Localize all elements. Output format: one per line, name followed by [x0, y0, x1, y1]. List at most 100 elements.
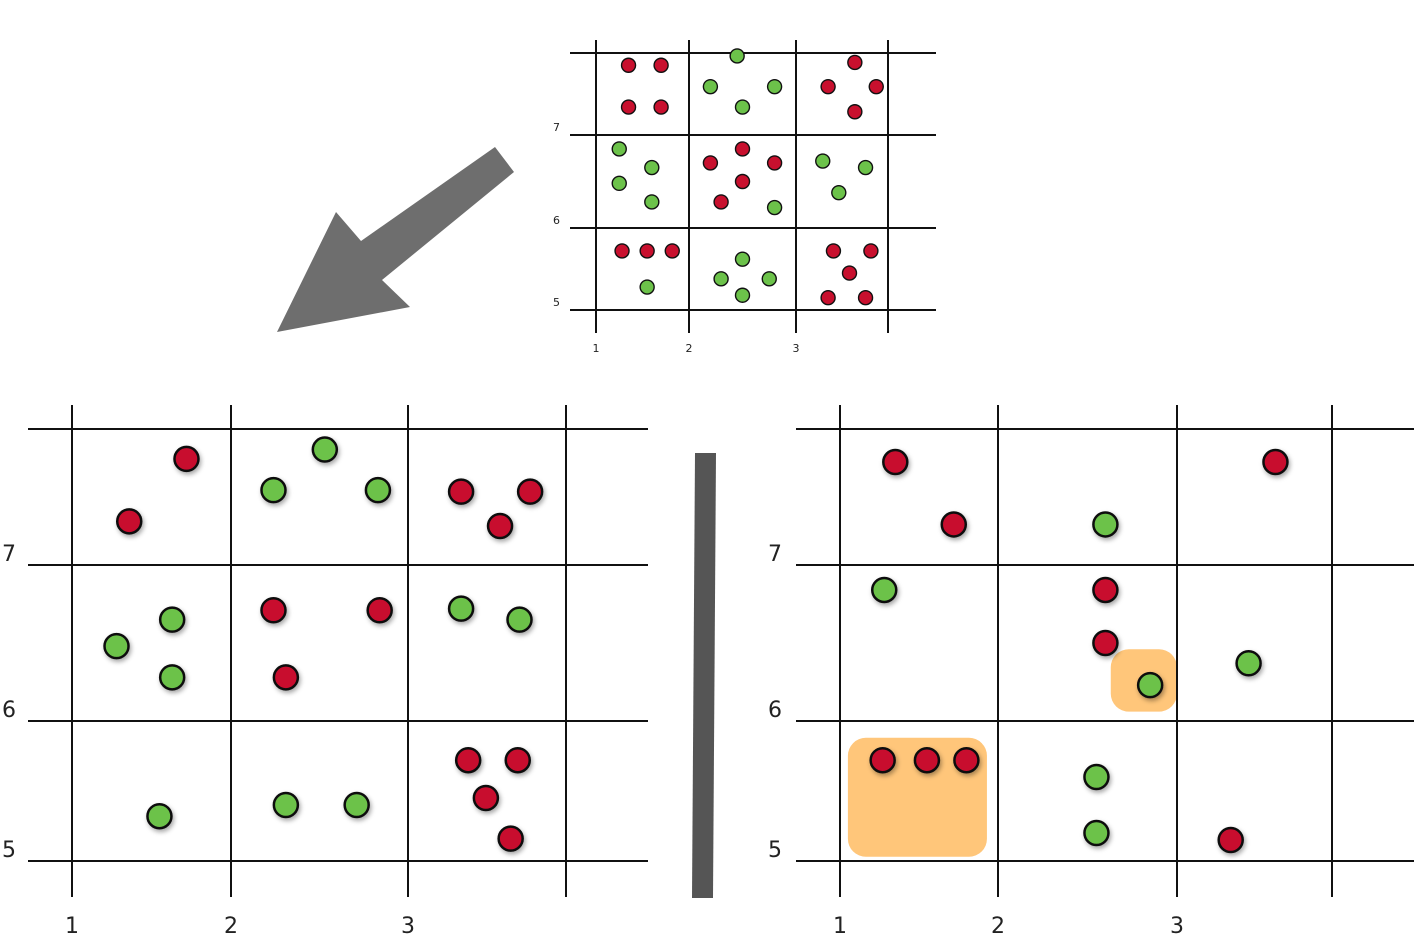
green-point: [1092, 511, 1119, 538]
x-tick-label: 3: [1170, 914, 1184, 939]
red-point: [940, 511, 968, 538]
red-point: [454, 746, 482, 774]
y-tick-label: 6: [2, 698, 16, 723]
green-point: [1235, 650, 1262, 677]
red-point: [868, 78, 884, 95]
red-point: [1217, 826, 1244, 854]
green-point: [447, 595, 475, 622]
x-tick-label: 1: [593, 342, 600, 355]
red-point: [863, 243, 879, 259]
red-point: [504, 746, 531, 774]
red-point: [825, 243, 842, 259]
green-point: [311, 436, 339, 463]
green-point: [734, 287, 751, 303]
red-point: [260, 596, 287, 624]
x-tick-label: 2: [224, 914, 238, 939]
green-point: [761, 271, 777, 287]
red-point: [734, 173, 751, 190]
red-point: [847, 104, 863, 120]
green-point: [870, 576, 898, 604]
green-point: [1083, 763, 1110, 791]
green-point: [103, 632, 130, 660]
red-point: [953, 746, 980, 774]
red-point: [486, 512, 514, 540]
red-point: [1092, 576, 1119, 604]
x-tick-label: 3: [793, 342, 800, 355]
red-point: [713, 194, 729, 210]
red-point: [857, 290, 874, 306]
green-point: [766, 78, 783, 95]
red-point: [913, 746, 941, 774]
red-point: [115, 508, 143, 535]
red-point: [841, 265, 858, 281]
x-tick-label: 1: [833, 914, 847, 939]
red-point: [366, 596, 393, 624]
red-point: [620, 57, 637, 73]
red-point: [447, 478, 475, 505]
red-point: [614, 243, 630, 259]
x-tick-label: 2: [991, 914, 1005, 939]
red-point: [173, 445, 200, 473]
red-point: [1262, 448, 1289, 476]
green-point: [766, 199, 783, 216]
y-tick-label: 5: [768, 838, 782, 863]
green-point: [831, 184, 847, 201]
green-point: [611, 141, 627, 157]
green-point: [272, 791, 300, 819]
y-tick-label: 5: [2, 838, 16, 863]
green-point: [364, 476, 392, 504]
panel-overview: 5 6 7 1 2 3: [553, 40, 936, 355]
red-point: [653, 99, 669, 115]
red-point: [766, 155, 783, 171]
green-point: [644, 194, 660, 210]
green-point: [729, 48, 745, 64]
red-point: [820, 290, 836, 306]
green-point: [702, 78, 719, 95]
green-point: [734, 251, 751, 267]
red-point: [1092, 629, 1119, 657]
green-point: [260, 476, 287, 504]
green-point: [158, 664, 186, 691]
y-tick-label: 6: [553, 214, 560, 227]
y-tick-label: 7: [2, 542, 16, 567]
red-point: [620, 99, 637, 115]
green-point: [639, 279, 655, 295]
green-point: [1083, 819, 1110, 847]
red-point: [653, 57, 669, 73]
panel-divider: [692, 453, 716, 898]
y-tick-label: 5: [553, 296, 560, 309]
green-point: [857, 159, 874, 176]
red-point: [882, 448, 909, 476]
red-point: [847, 54, 863, 71]
green-point: [611, 175, 627, 192]
panel-left: 5 6 7 1 2 3: [2, 405, 648, 939]
arrow-down-left-icon: [277, 147, 514, 332]
green-point: [158, 606, 186, 633]
green-point: [815, 153, 831, 169]
x-tick-label: 2: [686, 342, 693, 355]
y-tick-label: 7: [768, 542, 782, 567]
red-point: [702, 155, 719, 171]
green-point: [506, 606, 533, 633]
red-point: [472, 784, 500, 812]
green-point: [146, 802, 173, 830]
red-point: [820, 78, 836, 95]
red-point: [639, 243, 655, 259]
red-point: [734, 141, 751, 157]
green-point: [713, 271, 729, 287]
x-tick-label: 1: [65, 914, 79, 939]
green-point: [734, 99, 751, 115]
green-point: [644, 159, 660, 176]
red-point: [497, 825, 524, 852]
x-tick-label: 3: [401, 914, 415, 939]
red-point: [869, 746, 896, 774]
y-tick-label: 6: [768, 698, 782, 723]
red-point: [272, 664, 300, 691]
red-point: [516, 478, 544, 505]
y-tick-label: 7: [553, 121, 560, 134]
panel-right: 5 6 7 1 2 3: [768, 405, 1414, 939]
green-point: [1136, 671, 1164, 699]
red-point: [664, 243, 680, 259]
green-point: [343, 791, 370, 819]
